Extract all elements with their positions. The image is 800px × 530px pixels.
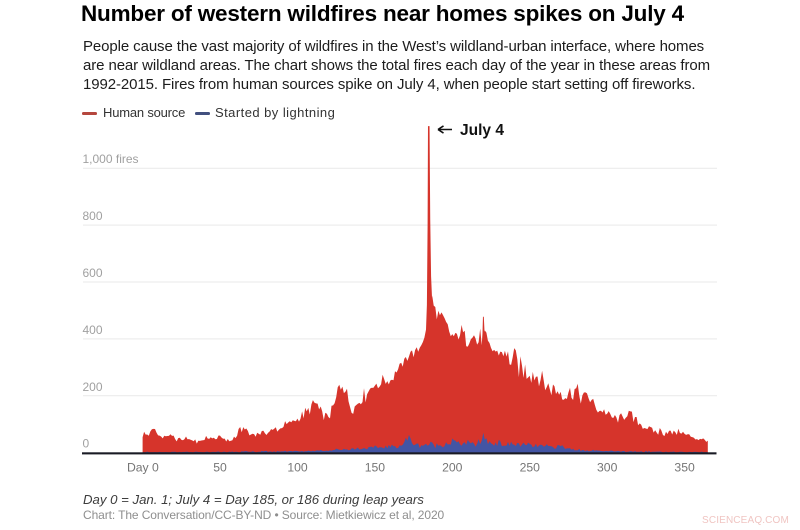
svg-text:350: 350 [674, 460, 695, 474]
svg-text:200: 200 [83, 380, 103, 394]
svg-text:1,000 fires: 1,000 fires [83, 152, 139, 166]
svg-text:0: 0 [83, 437, 90, 451]
svg-text:100: 100 [287, 460, 308, 474]
svg-text:200: 200 [442, 460, 463, 474]
svg-text:Day 0: Day 0 [127, 460, 159, 474]
svg-text:July 4: July 4 [460, 122, 504, 139]
svg-text:600: 600 [83, 266, 103, 280]
svg-text:300: 300 [597, 460, 618, 474]
svg-text:250: 250 [520, 460, 541, 474]
svg-text:150: 150 [365, 460, 386, 474]
svg-text:400: 400 [83, 323, 103, 337]
svg-text:800: 800 [83, 209, 103, 223]
svg-text:50: 50 [213, 460, 227, 474]
